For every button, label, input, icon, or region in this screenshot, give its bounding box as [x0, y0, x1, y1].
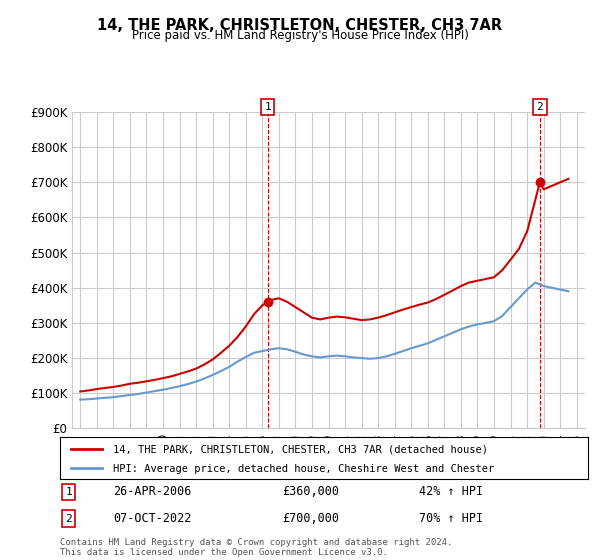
Text: 2: 2 — [536, 102, 543, 112]
Text: 1: 1 — [264, 102, 271, 112]
Text: 42% ↑ HPI: 42% ↑ HPI — [419, 486, 483, 498]
Text: Contains HM Land Registry data © Crown copyright and database right 2024.
This d: Contains HM Land Registry data © Crown c… — [60, 538, 452, 557]
Text: 26-APR-2006: 26-APR-2006 — [113, 486, 191, 498]
Text: 1: 1 — [65, 487, 72, 497]
Text: £360,000: £360,000 — [282, 486, 339, 498]
Text: £700,000: £700,000 — [282, 512, 339, 525]
Text: HPI: Average price, detached house, Cheshire West and Chester: HPI: Average price, detached house, Ches… — [113, 464, 494, 474]
Text: 14, THE PARK, CHRISTLETON, CHESTER, CH3 7AR: 14, THE PARK, CHRISTLETON, CHESTER, CH3 … — [97, 18, 503, 33]
Text: 14, THE PARK, CHRISTLETON, CHESTER, CH3 7AR (detached house): 14, THE PARK, CHRISTLETON, CHESTER, CH3 … — [113, 445, 488, 454]
Text: 70% ↑ HPI: 70% ↑ HPI — [419, 512, 483, 525]
Text: Price paid vs. HM Land Registry's House Price Index (HPI): Price paid vs. HM Land Registry's House … — [131, 29, 469, 42]
Text: 2: 2 — [65, 514, 72, 524]
Text: 07-OCT-2022: 07-OCT-2022 — [113, 512, 191, 525]
